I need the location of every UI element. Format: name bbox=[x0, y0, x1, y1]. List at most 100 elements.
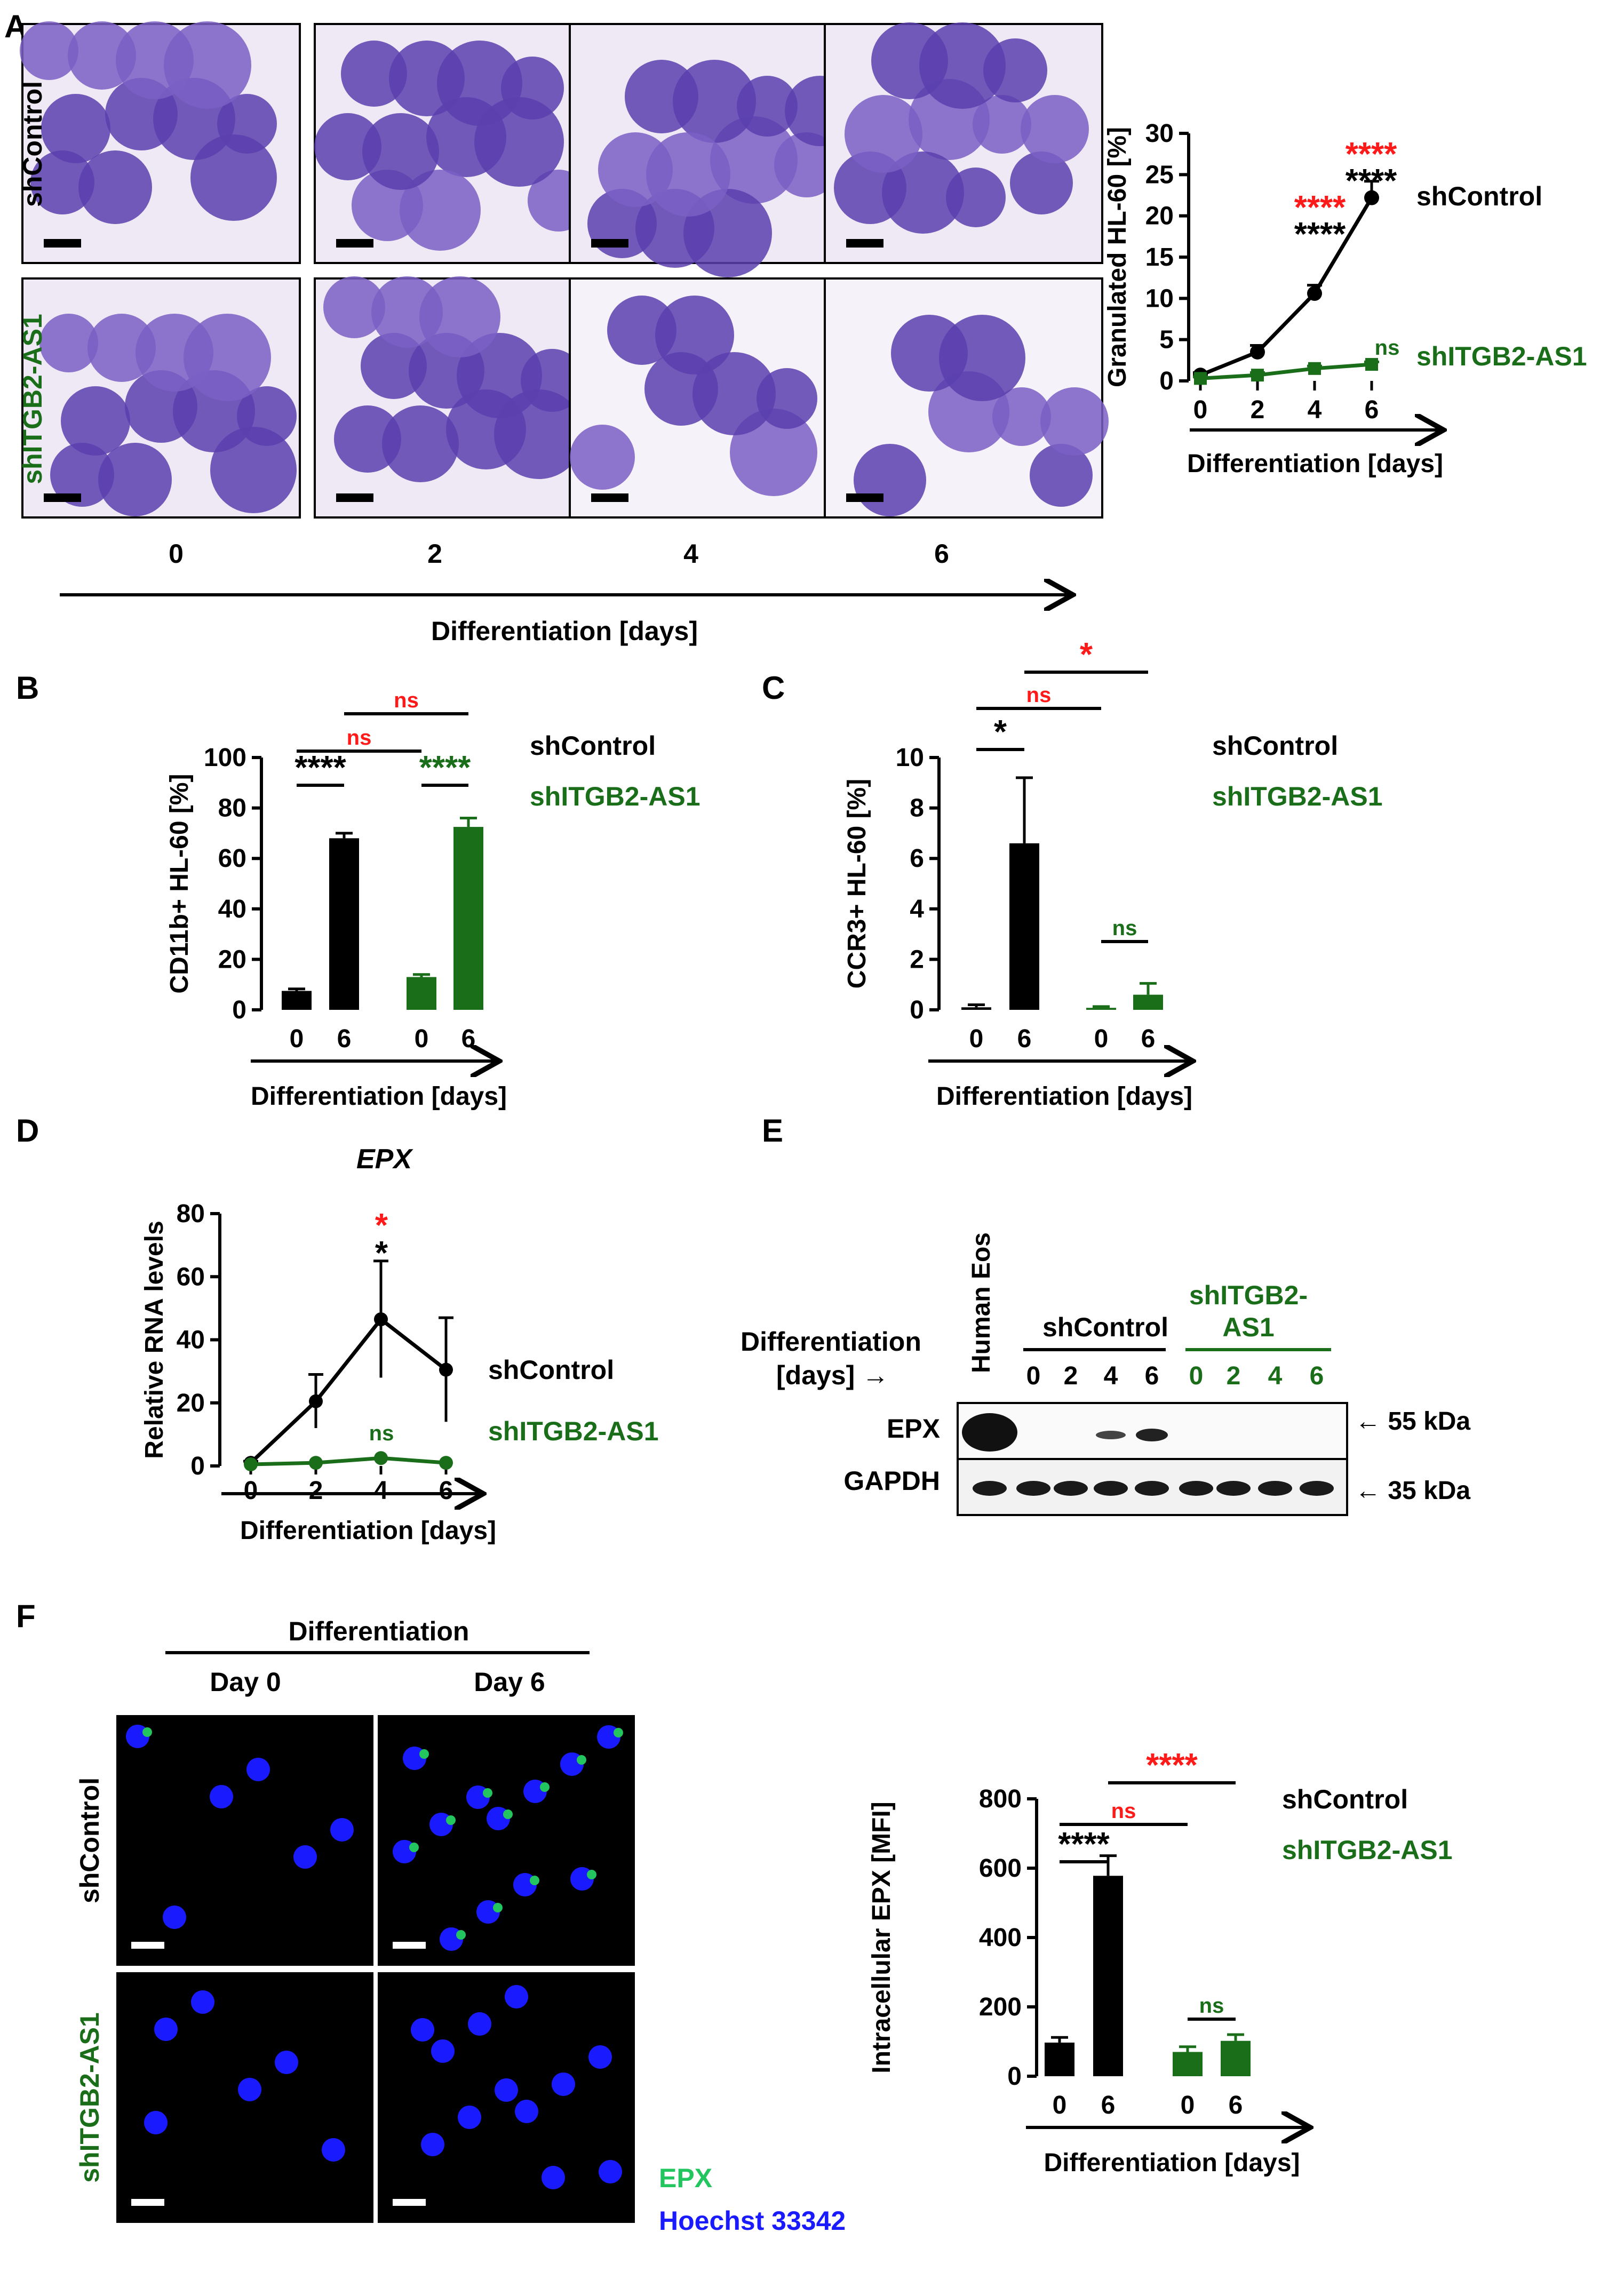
blot-axis-label-days: [days] → bbox=[776, 1360, 889, 1390]
chart-a-legend-shITGB2-AS1: shITGB2-AS1 bbox=[1416, 341, 1587, 371]
nucleus bbox=[599, 2160, 622, 2183]
epx-granule bbox=[419, 1749, 429, 1759]
blot-lane-label: 6 bbox=[1310, 1362, 1324, 1390]
nucleus bbox=[421, 2133, 444, 2156]
blot-lane-label: 6 bbox=[1145, 1362, 1159, 1390]
chart-d-legend-shitgb2-as1: shITGB2-AS1 bbox=[488, 1416, 659, 1446]
cell bbox=[323, 276, 385, 338]
chart-b-sig-annotation: ns bbox=[347, 726, 372, 750]
nucleus bbox=[458, 2106, 481, 2129]
chart-d-point bbox=[309, 1394, 323, 1408]
cell bbox=[39, 314, 98, 372]
panel-f-row-shitgb2-as1: shITGB2-AS1 bbox=[75, 2012, 105, 2183]
differentiation-axis-label: Differentiation [days] bbox=[431, 616, 698, 646]
epx-granule bbox=[142, 1727, 152, 1737]
nucleus bbox=[238, 2078, 261, 2101]
scale-bar bbox=[846, 493, 883, 502]
chart-a-x-tick-label: 2 bbox=[1251, 396, 1265, 424]
cell bbox=[50, 443, 114, 507]
cell bbox=[854, 444, 926, 516]
panel-f-header: Differentiation bbox=[289, 1616, 469, 1646]
chart-c-legend-shitgb2-as1: shITGB2-AS1 bbox=[1212, 782, 1383, 811]
chart-c-bar bbox=[961, 1007, 991, 1010]
chart-f-x-tick-label: 0 bbox=[1053, 2091, 1067, 2119]
scale-bar bbox=[846, 239, 883, 248]
blot-band bbox=[1300, 1481, 1334, 1496]
micrograph-tile bbox=[20, 21, 301, 264]
panel-f-col-day6: Day 6 bbox=[474, 1667, 545, 1697]
chart-a-y-tick-label: 10 bbox=[1145, 284, 1174, 313]
scale-bar bbox=[131, 1942, 164, 1949]
chart-b-sig-annotation: **** bbox=[419, 750, 471, 786]
chart-a-y-tick-label: 30 bbox=[1145, 119, 1174, 148]
chart-c-bar bbox=[1133, 994, 1163, 1010]
epx-granule bbox=[577, 1755, 586, 1765]
chart-a-series-line bbox=[1200, 362, 1372, 380]
chart-a-y-axis-label: Granulated HL-60 [%] bbox=[1103, 127, 1132, 387]
scale-bar bbox=[44, 239, 81, 248]
chart-d-annotation: * bbox=[375, 1207, 388, 1244]
nucleus bbox=[191, 1990, 214, 2014]
nucleus bbox=[411, 2018, 434, 2042]
scale-bar bbox=[393, 2199, 426, 2206]
panel-f-row-shcontrol: shControl bbox=[75, 1777, 105, 1903]
epx-granule bbox=[614, 1728, 623, 1737]
chart-b-bar bbox=[329, 838, 359, 1010]
micrograph-tile bbox=[569, 23, 855, 277]
panel-letter-d: D bbox=[16, 1113, 39, 1149]
blot-lane-label: 0 bbox=[1026, 1362, 1041, 1390]
chart-b-y-tick-label: 40 bbox=[218, 895, 246, 923]
chart-f-x-axis-label: Differentiation [days] bbox=[1044, 2149, 1300, 2177]
blot-lane-human-eos: Human Eos bbox=[967, 1232, 996, 1373]
chart-b-sig-annotation: **** bbox=[294, 750, 346, 786]
epx-granule bbox=[483, 1788, 492, 1798]
cell bbox=[361, 333, 427, 399]
chart-c-sig-annotation: * bbox=[994, 714, 1007, 751]
cell bbox=[973, 95, 1031, 154]
chart-d-y-axis-label: Relative RNA levels bbox=[140, 1221, 169, 1458]
blot-axis-label: Differentiation bbox=[741, 1327, 921, 1357]
chart-a-point bbox=[1251, 369, 1264, 382]
day-label-2: 2 bbox=[427, 539, 442, 569]
scale-bar bbox=[44, 493, 81, 502]
chart-b-y-tick-label: 20 bbox=[218, 945, 246, 974]
chart-f-y-tick-label: 200 bbox=[979, 1993, 1022, 2021]
nucleus bbox=[431, 2039, 455, 2063]
cell bbox=[98, 443, 172, 516]
chart-a-legend-shControl: shControl bbox=[1416, 181, 1542, 211]
chart-d-x-tick-label: 6 bbox=[439, 1477, 453, 1505]
cell bbox=[237, 386, 297, 446]
chart-b-bar bbox=[453, 827, 483, 1010]
nucleus bbox=[154, 2018, 178, 2041]
chart-a-annotation: **** bbox=[1294, 189, 1346, 226]
cell bbox=[882, 152, 964, 234]
chart-c-legend-shcontrol: shControl bbox=[1212, 731, 1338, 761]
chart-b-y-tick-label: 100 bbox=[204, 744, 246, 772]
chart-a-y-tick-label: 5 bbox=[1159, 326, 1174, 354]
cell bbox=[939, 315, 1025, 401]
chart-a-y-tick-label: 25 bbox=[1145, 161, 1174, 189]
cell bbox=[1021, 95, 1089, 163]
nucleus bbox=[293, 1845, 317, 1869]
chart-c-bar bbox=[1009, 843, 1039, 1010]
blot-band bbox=[973, 1481, 1007, 1496]
chart-b-x-tick-label: 6 bbox=[337, 1025, 352, 1053]
cell bbox=[570, 425, 635, 490]
chart-f-x-tick-label: 6 bbox=[1101, 2091, 1116, 2119]
blot-band bbox=[1135, 1481, 1169, 1496]
chart-c-x-tick-label: 0 bbox=[1094, 1025, 1109, 1053]
chart-d-point bbox=[374, 1312, 388, 1327]
cell bbox=[992, 387, 1051, 446]
blot-band bbox=[1094, 1481, 1128, 1496]
cell bbox=[20, 21, 78, 80]
row-label-shitgb2-as1: shITGB2-AS1 bbox=[18, 314, 47, 484]
micrograph-tile bbox=[569, 277, 848, 519]
scale-bar bbox=[336, 493, 373, 502]
epx-granule bbox=[493, 1903, 503, 1912]
day-label-0: 0 bbox=[169, 539, 184, 569]
cell bbox=[382, 405, 459, 482]
blot-band bbox=[1016, 1481, 1050, 1496]
chart-c-y-tick-label: 10 bbox=[896, 744, 924, 772]
chart-d-series-line bbox=[249, 1317, 448, 1464]
